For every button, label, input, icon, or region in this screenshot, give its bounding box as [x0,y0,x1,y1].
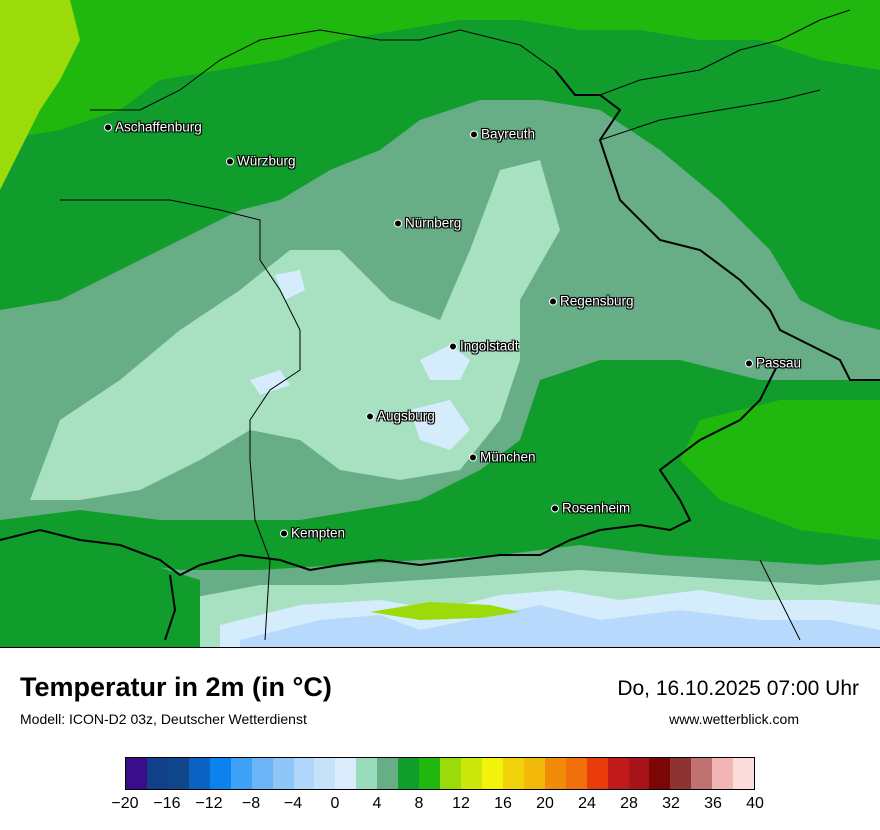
legend-swatch [398,758,420,789]
city-marker [549,297,557,305]
state-borders [60,9,851,641]
legend-swatch [544,758,566,789]
city-marker [449,342,457,350]
legend-swatch [628,758,650,789]
city-muenchen: München [469,450,536,465]
city-marker [745,359,753,367]
legend-swatch [670,758,692,789]
legend-swatch [712,758,734,789]
city-regensburg: Regensburg [549,294,634,309]
city-marker [470,130,478,138]
legend-swatch [649,758,671,789]
legend-swatch [461,758,482,789]
zone-6-8-west [0,555,200,647]
city-label: München [480,449,536,465]
legend-swatch [272,758,294,789]
legend-swatch [586,758,608,789]
city-aschaffenburg: Aschaffenburg [104,120,202,135]
city-label: Regensburg [560,293,634,309]
city-marker [366,412,374,420]
city-passau: Passau [745,356,801,371]
legend-tick-label: 12 [452,795,470,812]
zone-10-12-valley [20,602,520,630]
legend-swatch [356,758,378,789]
map-title: Temperatur in 2m (in °C) [20,672,332,702]
color-legend [125,757,755,790]
legend-swatch [335,758,357,789]
forecast-datetime: Do, 16.10.2025 07:00 Uhr [617,677,859,700]
city-wuerzburg: Würzburg [226,154,296,169]
zone-m2-0-alps [240,605,880,647]
city-rosenheim: Rosenheim [551,501,630,516]
legend-swatch [565,758,587,789]
legend-tick-label: 0 [330,795,340,812]
temperature-map: Aschaffenburg Würzburg Bayreuth Nürnberg… [0,0,880,648]
zone-10-12 [0,0,80,190]
legend-tick-label: 28 [620,795,638,812]
legend-swatch [251,758,273,789]
legend-swatch [209,758,231,789]
legend-swatch [691,758,713,789]
legend-swatch [440,758,461,789]
city-label: Kempten [291,525,346,541]
city-label: Ingolstadt [460,338,519,354]
city-augsburg: Augsburg [366,409,435,424]
legend-swatch [481,758,503,789]
legend-swatch [167,758,189,789]
legend-swatch [733,758,755,789]
city-marker [226,157,234,165]
city-bayreuth: Bayreuth [470,127,535,142]
zone-0-2 [250,270,470,450]
city-label: Würzburg [237,153,296,169]
legend-tick-label: −4 [283,795,303,812]
legend-tick-label: 8 [414,795,424,812]
legend-tick-label: 4 [372,795,382,812]
legend-swatch [293,758,315,789]
city-nuernberg: Nürnberg [394,216,461,231]
legend-ticks: −20 −16 −12 −8 −4 0 4 8 12 16 20 24 28 32 36 40 [0,795,880,819]
city-marker [469,453,477,461]
legend-tick-label: 32 [662,795,680,812]
legend-swatch [314,758,336,789]
legend-swatch [188,758,210,789]
city-label: Passau [756,355,802,371]
legend-tick-label: −12 [195,795,223,812]
map-layers [0,0,880,647]
website-credit: www.wetterblick.com [669,711,799,727]
model-info: Modell: ICON-D2 03z, Deutscher Wetterdie… [20,711,307,727]
national-borders [0,69,880,641]
legend-tick-label: 40 [746,795,764,812]
legend-swatch [146,758,168,789]
legend-tick-label: −16 [153,795,181,812]
city-marker [280,529,288,537]
legend-swatch [502,758,524,789]
zone-6-8 [0,0,880,330]
city-label: Bayreuth [481,126,536,142]
city-marker [394,219,402,227]
city-label: Rosenheim [562,500,631,516]
city-label: Nürnberg [405,215,462,231]
city-marker [551,504,559,512]
city-label: Aschaffenburg [115,119,202,135]
legend-tick-label: −20 [111,795,139,812]
legend-swatch [230,758,252,789]
legend-swatch [377,758,399,789]
legend-tick-label: 20 [536,795,554,812]
legend-swatch [523,758,545,789]
city-ingolstadt: Ingolstadt [449,339,519,354]
city-marker [104,123,112,131]
legend-tick-label: 16 [494,795,512,812]
legend-swatch [126,758,147,789]
city-kempten: Kempten [280,526,345,541]
zone-8-10-east [680,400,880,540]
city-label: Augsburg [377,408,435,424]
legend-tick-label: 36 [704,795,722,812]
zone-8-10 [0,0,880,140]
legend-swatch [607,758,629,789]
legend-swatch [419,758,441,789]
legend-tick-label: 24 [578,795,596,812]
legend-tick-label: −8 [241,795,261,812]
